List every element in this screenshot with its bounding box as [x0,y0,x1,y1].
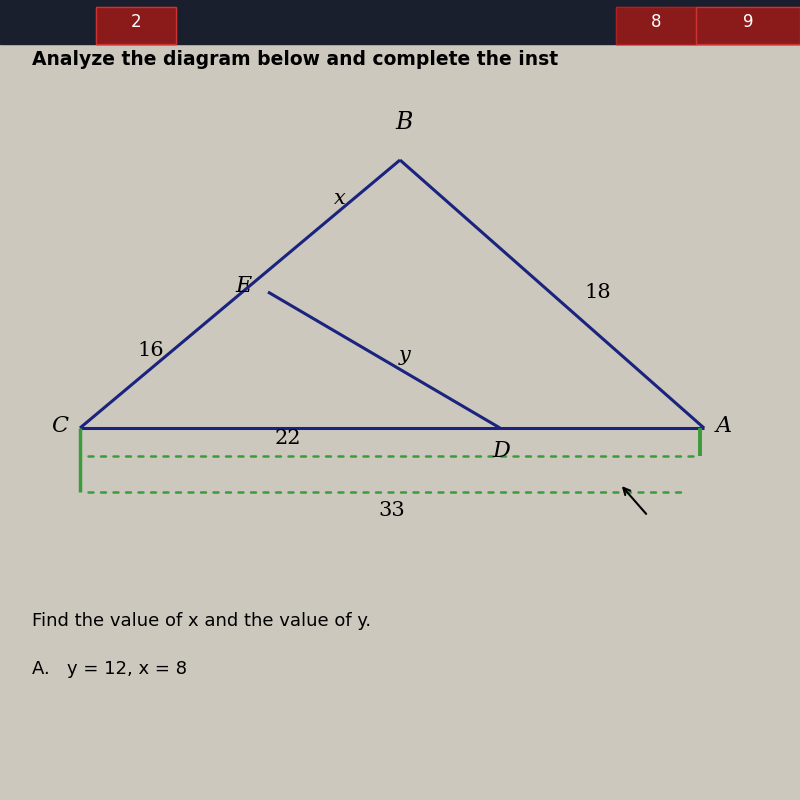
Text: C: C [51,415,68,438]
Bar [616,6,696,44]
Text: Find the value of x and the value of y.: Find the value of x and the value of y. [32,612,371,630]
Bar [96,6,176,44]
Text: x: x [334,189,346,208]
Text: A: A [716,415,732,438]
Text: y: y [398,346,410,366]
Bar [616,6,696,44]
Text: D: D [493,440,510,462]
Text: E: E [236,275,252,298]
Text: 9: 9 [742,13,754,31]
Text: A.   y = 12, x = 8: A. y = 12, x = 8 [32,660,187,678]
Bar [96,6,176,44]
Bar [696,6,800,44]
Text: 22: 22 [274,429,302,448]
Text: 18: 18 [584,282,610,302]
Text: 2: 2 [130,13,142,31]
Text: B: B [395,111,413,134]
Text: 33: 33 [378,501,406,520]
Bar [696,6,800,44]
Bar [0,0,800,44]
Text: Analyze the diagram below and complete the inst: Analyze the diagram below and complete t… [32,50,558,69]
Text: 16: 16 [137,341,164,360]
Text: 8: 8 [650,13,662,31]
